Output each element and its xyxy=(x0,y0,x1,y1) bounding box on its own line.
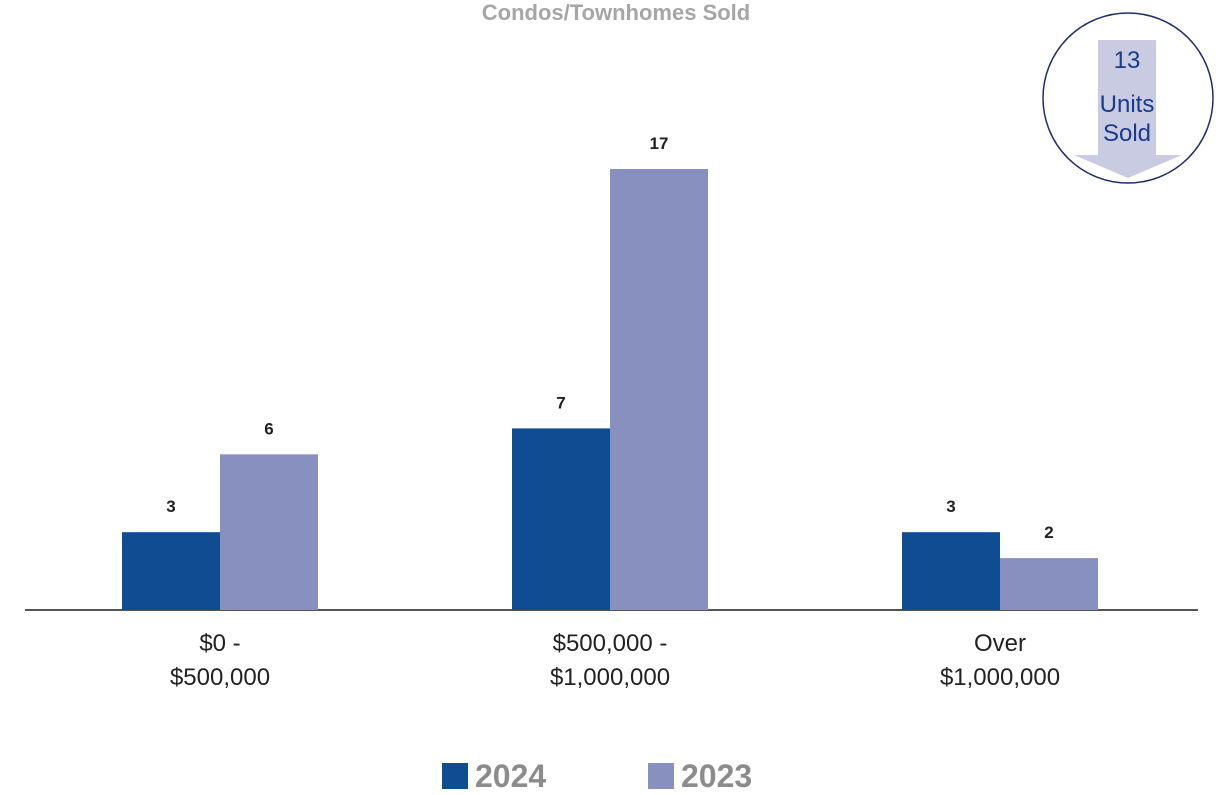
bar xyxy=(220,454,318,610)
bar xyxy=(122,532,220,610)
badge-text: Units Sold xyxy=(1099,91,1155,147)
data-label: 7 xyxy=(556,393,565,412)
bar xyxy=(902,532,1000,610)
bar xyxy=(610,169,708,610)
legend-label: 2024 xyxy=(475,758,546,794)
x-tick-label: $500,000 - $1,000,000 xyxy=(549,630,671,691)
badge-count: 13 xyxy=(1113,47,1141,74)
data-label: 6 xyxy=(264,419,273,438)
legend-label: 2023 xyxy=(681,758,752,794)
bar xyxy=(512,428,610,610)
legend-swatch xyxy=(442,763,468,789)
bar xyxy=(1000,558,1098,610)
chart-title: Condos/Townhomes Sold xyxy=(482,0,750,25)
badge-arrow xyxy=(1074,40,1182,178)
data-label: 2 xyxy=(1044,523,1053,542)
x-tick-label: $0 - $500,000 xyxy=(169,630,271,691)
x-tick-label: Over $1,000,000 xyxy=(939,630,1061,691)
legend-swatch xyxy=(648,763,674,789)
data-label: 3 xyxy=(946,497,955,516)
data-label: 3 xyxy=(166,497,175,516)
data-label: 17 xyxy=(650,134,669,153)
